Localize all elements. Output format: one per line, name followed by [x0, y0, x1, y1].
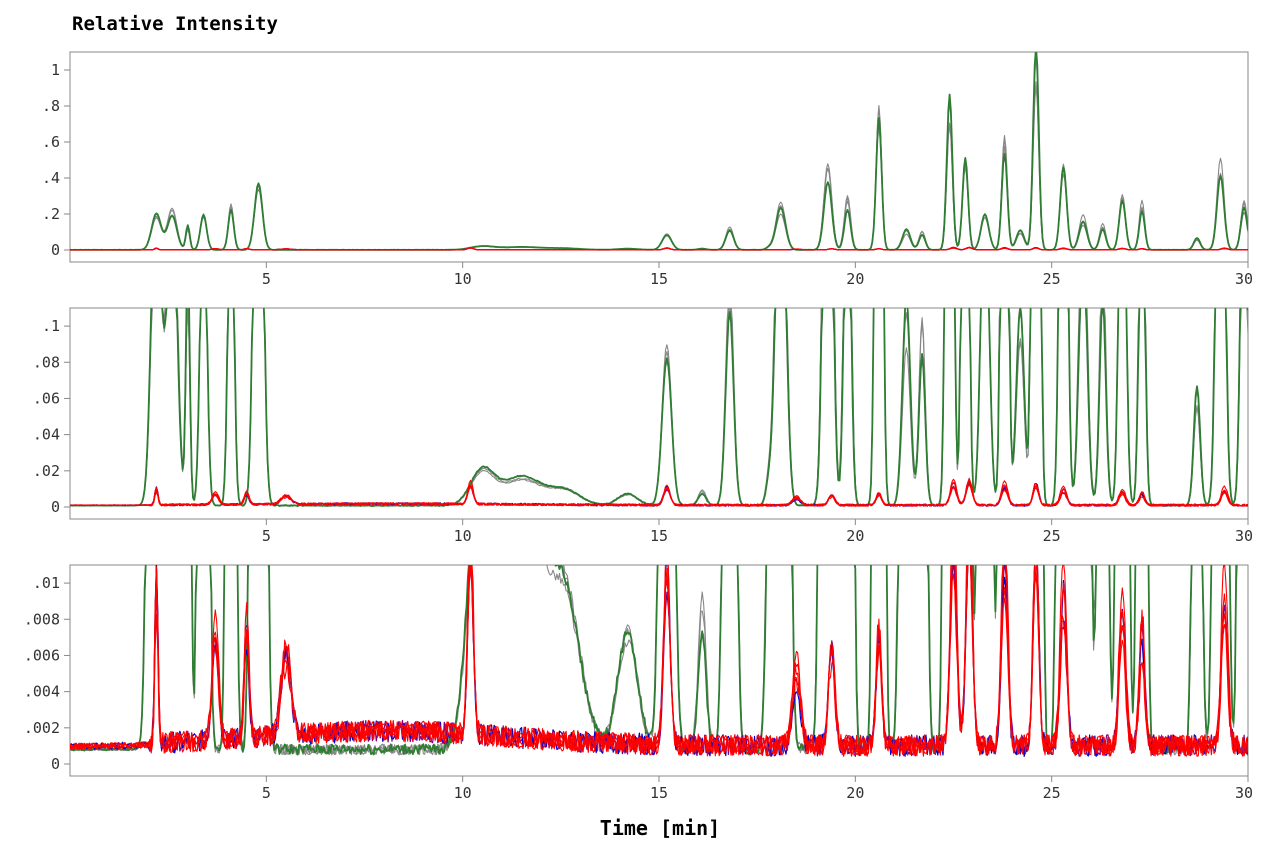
y-tick-label: .1 [42, 317, 60, 335]
y-tick-label: .4 [42, 169, 60, 187]
panel-top: 0.2.4.6.815 10 15 20 25 30 [42, 51, 1253, 288]
y-tick-label: 1 [51, 61, 60, 79]
x-tick-label: 20 [846, 784, 864, 802]
y-tick-label: .01 [33, 574, 60, 592]
x-tick-label: 25 [1043, 270, 1061, 288]
x-tick-label: 5 [262, 784, 271, 802]
y-tick-label: .6 [42, 133, 60, 151]
series-line-gray [70, 56, 1248, 251]
y-tick-label: .04 [33, 426, 60, 444]
y-tick-label: .02 [33, 462, 60, 480]
series-line-green [70, 308, 1248, 508]
y-tick-label: .006 [24, 646, 60, 664]
x-tick-label: 30 [1235, 527, 1253, 545]
x-tick-label: 15 [650, 527, 668, 545]
plot-frame [69, 51, 1249, 263]
panel-bottom: 0 .002 .004 .006 .008 .01 5 10 15 20 25 30 [24, 564, 1253, 802]
series-line-green [70, 52, 1248, 251]
x-tick-label: 20 [846, 270, 864, 288]
series-line-gray [70, 81, 1248, 251]
x-tick-label: 20 [846, 527, 864, 545]
y-tick-label: .2 [42, 205, 60, 223]
x-tick-label: 10 [454, 270, 472, 288]
plot-frame [69, 307, 1249, 520]
series-line-red [70, 565, 1248, 757]
x-tick-label: 25 [1043, 527, 1061, 545]
series-line-gray [70, 84, 1248, 251]
x-tick-label: 30 [1235, 270, 1253, 288]
x-tick-label: 25 [1043, 784, 1061, 802]
x-tick-label: 5 [262, 270, 271, 288]
series-line-red [70, 247, 1248, 251]
y-tick-label: 0 [51, 498, 60, 516]
y-tick-label: .06 [33, 389, 60, 407]
y-tick-label: .004 [24, 683, 60, 701]
x-tick-label: 10 [454, 784, 472, 802]
y-axis-title: Relative Intensity [72, 13, 278, 35]
y-tick-label: .08 [33, 353, 60, 371]
y-tick-label: .8 [42, 97, 60, 115]
x-tick-label: 15 [650, 784, 668, 802]
y-tick-label: .002 [24, 719, 60, 737]
x-tick-label: 10 [454, 527, 472, 545]
x-axis-title: Time [min] [600, 816, 720, 840]
series-line-red [70, 565, 1248, 757]
y-tick-label: 0 [51, 241, 60, 259]
y-tick-label: .008 [24, 610, 60, 628]
x-tick-label: 15 [650, 270, 668, 288]
series-line-red [70, 484, 1248, 507]
x-tick-label: 5 [262, 527, 271, 545]
panel-middle: 0 .02 .04 .06 .08 .1 5 10 15 20 25 30 [33, 307, 1253, 545]
series-line-red [70, 565, 1248, 757]
x-tick-label: 30 [1235, 784, 1253, 802]
y-tick-label: 0 [51, 755, 60, 773]
